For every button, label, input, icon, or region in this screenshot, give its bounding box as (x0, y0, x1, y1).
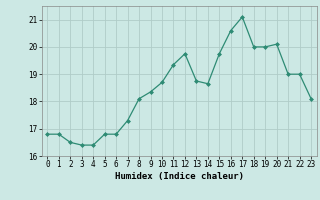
X-axis label: Humidex (Indice chaleur): Humidex (Indice chaleur) (115, 172, 244, 181)
